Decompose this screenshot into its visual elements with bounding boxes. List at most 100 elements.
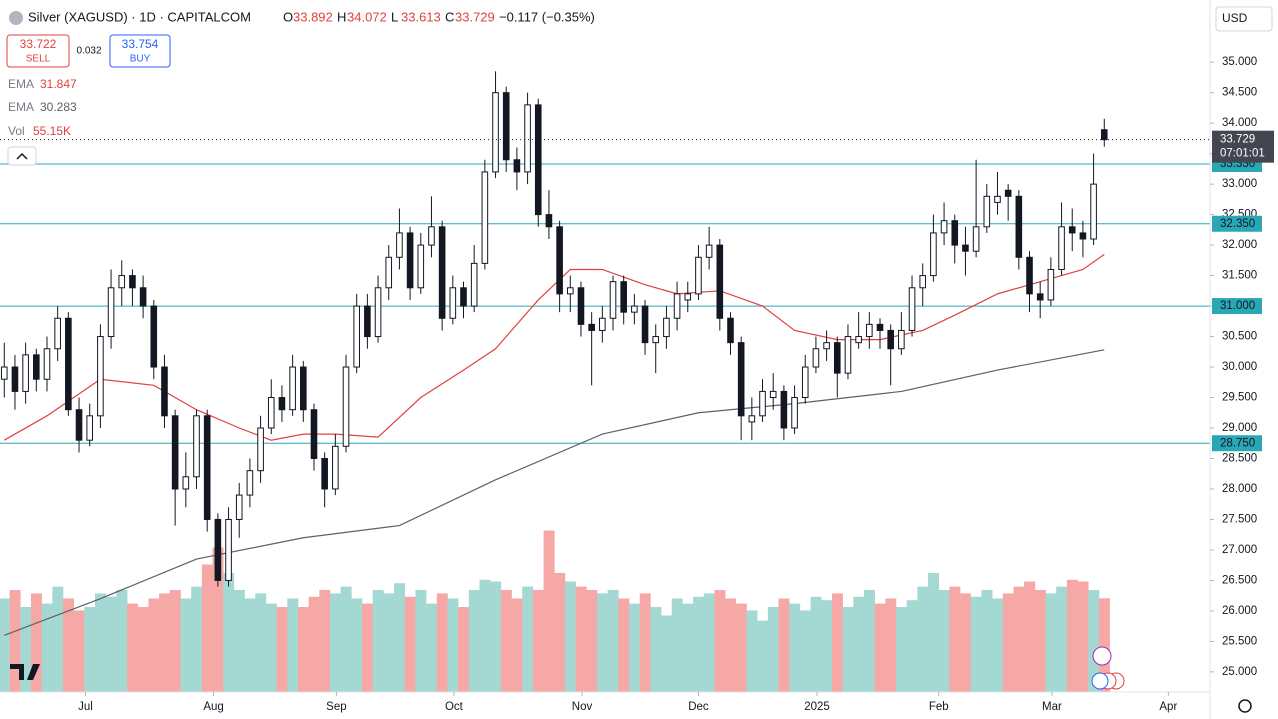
candle-body [1090,183,1097,240]
volume-bar [490,581,502,692]
volume-bar [564,581,576,692]
volume-bar [212,547,224,692]
volume-bar [949,586,961,692]
volume-bar [596,593,608,692]
level-label-bg [1212,215,1262,232]
y-tick-label: 35.000 [1222,56,1257,68]
volume-bar [137,607,149,692]
candle-body [855,336,862,344]
volume-bar [767,607,779,692]
volume-bar [746,610,758,692]
volume-bar [554,573,566,692]
candle-body [150,305,158,368]
candle-body [972,226,980,252]
candle-body [673,293,681,319]
collapse-button[interactable] [7,146,37,166]
candle-body [759,390,766,417]
candle-body [748,415,756,423]
level-label: 32.350 [1220,218,1255,230]
ohlc-value: 33.613 [401,9,441,24]
ohlc-key: H [337,9,346,24]
volume-bar [522,586,534,692]
settings-icon[interactable] [1238,699,1252,713]
x-tick-label: Jul [78,701,93,713]
event-icon[interactable] [1091,672,1109,690]
volume-bar [84,607,96,692]
candle-body [129,275,136,289]
volume-bar [735,603,747,692]
level-label: 28.750 [1220,437,1255,449]
candle-body [470,262,478,307]
level-label: 31.000 [1220,300,1255,312]
candle-body [641,305,649,344]
volume-bar [618,598,630,692]
volume-bar [169,590,181,692]
volume-bar [223,573,235,692]
candle-body [289,366,296,411]
level-label-bg [1212,298,1262,315]
candle-body [887,329,894,350]
candle-body [97,336,104,417]
volume-bar [1088,590,1100,692]
event-icon[interactable] [1092,646,1112,666]
candle-body [0,366,8,380]
candle-body [908,287,916,331]
candle-body [374,287,382,338]
candle-body [684,293,692,301]
candle-body [75,409,83,441]
candle-body [438,226,446,319]
volume-bar [127,603,139,692]
candle-body [727,317,734,344]
y-tick-label: 30.500 [1222,331,1257,343]
volume-bar [703,593,715,692]
candle-body [791,397,798,429]
volume-bar [41,603,53,692]
volume-bar [500,590,512,692]
x-tick-label: Nov [572,701,593,713]
volume-bar [1077,581,1089,692]
volume-bar [1098,598,1110,692]
countdown: 07:01:01 [1220,148,1265,160]
volume-bar [511,598,523,692]
x-tick-label: Apr [1159,701,1177,713]
candle-body [919,275,927,289]
candle-body [631,305,638,313]
sell-button[interactable] [6,34,70,68]
volume-bar [1002,593,1014,692]
candle-body [801,366,809,399]
candle-body [780,390,788,429]
y-tick-label: 29.000 [1222,422,1257,434]
candle-body [940,220,948,234]
last-price-label: 33.729 [1220,134,1255,146]
volume-bar [661,615,673,692]
candle-body [300,366,307,411]
buy-label: BUY [130,54,151,65]
candle-body [171,415,179,490]
symbol: Silver (XAGUSD) · 1D · CAPITALCOM [28,9,251,24]
candle-body [695,256,702,295]
y-tick-label: 34.000 [1222,117,1257,129]
candle-body [1058,226,1065,270]
volume-bar [447,598,459,692]
candle-body [534,104,542,216]
y-tick-label: 31.500 [1222,270,1257,282]
volume-bar [404,596,416,692]
volume-bar [308,596,320,692]
volume-bar [383,593,395,692]
symbol-icon [9,11,23,25]
candle-body [11,366,19,392]
candle-body [342,366,350,447]
volume-bar [191,586,203,692]
candle-body [492,92,499,173]
candle-body [769,390,777,399]
candle-body [203,415,211,520]
currency-button[interactable] [1215,6,1273,32]
buy-button[interactable] [109,34,171,68]
candle-body [844,336,852,374]
x-tick-label: Mar [1042,701,1062,713]
ohlc-value: 33.729 [455,9,495,24]
volume-bar [1045,593,1057,692]
volume-bar [394,583,406,692]
candle-body [716,244,724,319]
candle-body [737,342,745,417]
